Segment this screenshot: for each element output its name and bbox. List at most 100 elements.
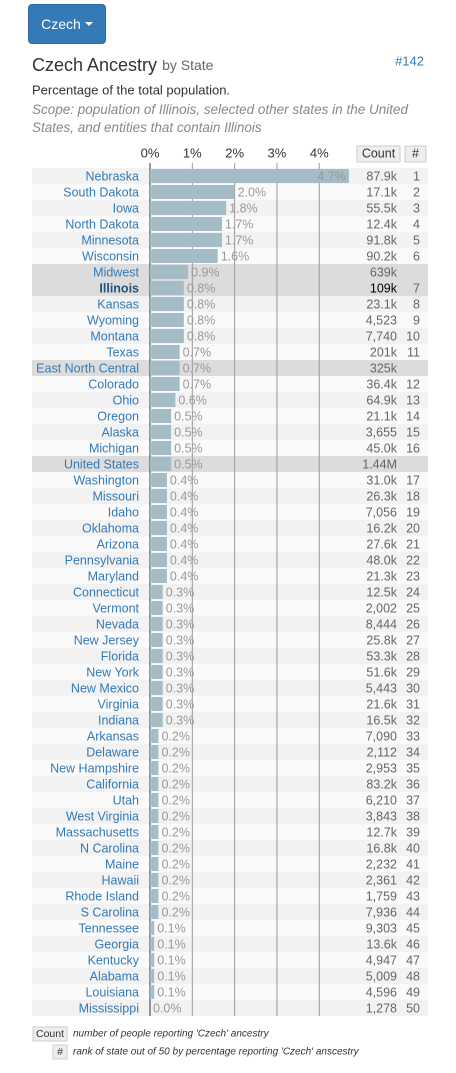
row-background: [32, 472, 428, 488]
category-label[interactable]: Kansas: [97, 297, 139, 311]
category-label[interactable]: Massachusetts: [56, 825, 139, 839]
category-label[interactable]: South Dakota: [63, 185, 139, 199]
category-label[interactable]: New Hampshire: [50, 761, 139, 775]
category-label[interactable]: California: [86, 777, 139, 791]
category-label[interactable]: Missouri: [92, 489, 139, 503]
row-background: [32, 504, 428, 520]
category-label[interactable]: Nevada: [96, 617, 139, 631]
row-background: [32, 536, 428, 552]
category-label[interactable]: New York: [86, 665, 140, 679]
row-background: [32, 264, 428, 280]
category-label[interactable]: Arizona: [97, 537, 139, 551]
value-label: 0.8%: [187, 281, 216, 295]
value-label: 0.3%: [166, 601, 195, 615]
rank: 19: [406, 505, 420, 519]
count: 7,090: [366, 729, 397, 743]
value-label: 0.2%: [161, 825, 190, 839]
category-label[interactable]: Maryland: [88, 569, 139, 583]
value-label: 0.4%: [170, 489, 199, 503]
category-label[interactable]: United States: [64, 457, 139, 471]
category-label[interactable]: Mississippi: [79, 1001, 139, 1015]
bar: [150, 377, 180, 391]
category-label[interactable]: Texas: [106, 345, 139, 359]
count: 2,232: [366, 857, 397, 871]
count: 9,303: [366, 921, 397, 935]
category-label[interactable]: Virginia: [98, 697, 140, 711]
category-label[interactable]: Illinois: [99, 281, 139, 295]
category-label[interactable]: Utah: [113, 793, 139, 807]
category-label[interactable]: Tennessee: [79, 921, 140, 935]
category-label[interactable]: Iowa: [113, 201, 139, 215]
category-label[interactable]: Montana: [90, 329, 139, 343]
row-background: [32, 552, 428, 568]
category-label[interactable]: Wyoming: [87, 313, 139, 327]
bar: [150, 505, 167, 519]
count: 5,443: [366, 681, 397, 695]
count: 12.4k: [366, 217, 397, 231]
category-label[interactable]: Delaware: [86, 745, 139, 759]
button-label[interactable]: Czech: [41, 16, 81, 32]
category-label[interactable]: Arkansas: [87, 729, 139, 743]
value-label: 0.0%: [153, 1001, 182, 1015]
category-label[interactable]: Pennsylvania: [65, 553, 139, 567]
row-background: [32, 600, 428, 616]
header-box: [404, 145, 427, 163]
row-background: [32, 824, 428, 840]
category-label[interactable]: Kentucky: [88, 953, 140, 967]
x-tick-label: 1%: [183, 145, 202, 160]
rank: 24: [406, 585, 420, 599]
category-label[interactable]: Alabama: [90, 969, 139, 983]
category-label[interactable]: Michigan: [89, 441, 139, 455]
category-label[interactable]: Washington: [73, 473, 139, 487]
bar: [150, 873, 159, 887]
category-label[interactable]: Oklahoma: [82, 521, 139, 535]
count: 7,936: [366, 905, 397, 919]
count: 12.5k: [366, 585, 397, 599]
category-label[interactable]: Alaska: [101, 425, 139, 439]
row-background: [32, 984, 428, 1000]
category-label[interactable]: Midwest: [93, 265, 139, 279]
category-label[interactable]: East North Central: [36, 361, 139, 375]
category-label[interactable]: Indiana: [98, 713, 139, 727]
category-label[interactable]: Nebraska: [86, 169, 140, 183]
category-label[interactable]: Ohio: [113, 393, 139, 407]
count: 90.2k: [366, 249, 397, 263]
category-label[interactable]: New Mexico: [71, 681, 139, 695]
category-label[interactable]: North Dakota: [65, 217, 139, 231]
category-label[interactable]: Maine: [105, 857, 139, 871]
category-label[interactable]: Connecticut: [73, 585, 140, 599]
bar: [150, 425, 172, 439]
row-background: [32, 568, 428, 584]
category-label[interactable]: S Carolina: [81, 905, 139, 919]
dropdown-button[interactable]: Czech: [28, 4, 106, 44]
value-label: 0.2%: [161, 761, 190, 775]
category-label[interactable]: Oregon: [97, 409, 139, 423]
badge[interactable]: #142: [395, 53, 424, 68]
category-label[interactable]: Minnesota: [81, 233, 139, 247]
category-label[interactable]: West Virginia: [66, 809, 139, 823]
category-label[interactable]: Georgia: [95, 937, 140, 951]
category-label[interactable]: Hawaii: [101, 873, 139, 887]
row-background: [32, 648, 428, 664]
bar: [150, 649, 163, 663]
bar: [150, 793, 159, 807]
category-label[interactable]: N Carolina: [80, 841, 139, 855]
bar: [150, 841, 159, 855]
category-label[interactable]: Wisconsin: [82, 249, 139, 263]
category-label[interactable]: Idaho: [108, 505, 139, 519]
row-background: [32, 936, 428, 952]
category-label[interactable]: Colorado: [88, 377, 139, 391]
category-label[interactable]: Rhode Island: [65, 889, 139, 903]
count: 6,210: [366, 793, 397, 807]
category-label[interactable]: Louisiana: [85, 985, 139, 999]
count: 26.3k: [366, 489, 397, 503]
row-background: [32, 328, 428, 344]
category-label[interactable]: New Jersey: [74, 633, 140, 647]
row-background: [32, 440, 428, 456]
value-label: 0.2%: [161, 793, 190, 807]
value-label: 0.2%: [161, 873, 190, 887]
category-label[interactable]: Florida: [101, 649, 139, 663]
value-label: 0.9%: [191, 265, 220, 279]
rank: 14: [406, 409, 420, 423]
category-label[interactable]: Vermont: [92, 601, 139, 615]
